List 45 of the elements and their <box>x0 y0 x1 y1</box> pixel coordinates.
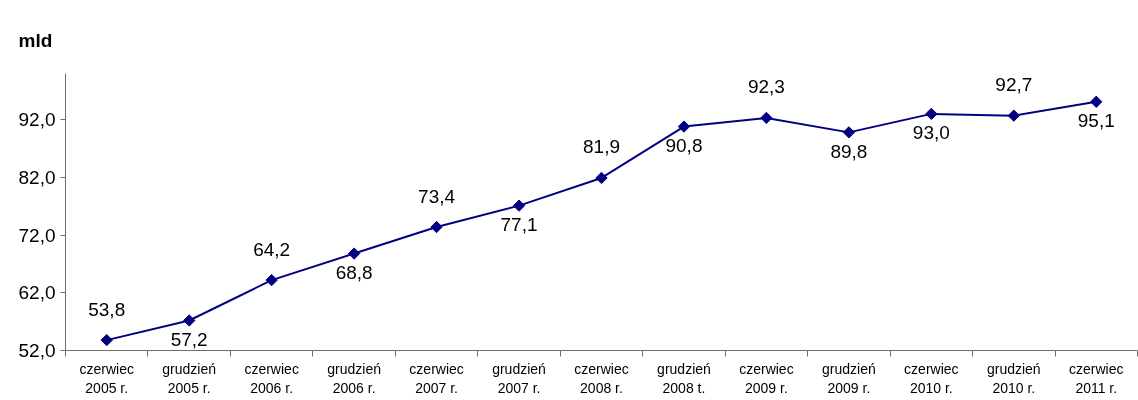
x-tick-label: czerwiec 2007 r. <box>409 360 464 396</box>
point <box>183 314 196 327</box>
y-tick-label: 72,0 <box>18 224 56 246</box>
data-label: 90,8 <box>665 135 703 157</box>
x-tick-label: grudzień 2005 r. <box>162 360 217 396</box>
data-label: 57,2 <box>170 328 208 350</box>
x-tick-label: czerwiec 2011 r. <box>1069 360 1124 396</box>
point <box>842 126 856 139</box>
x-tick-label: grudzień 2009 r. <box>822 360 876 396</box>
data-label: 77,1 <box>500 214 538 236</box>
y-tick-label: 52,0 <box>18 340 56 361</box>
data-label: 81,9 <box>583 136 620 158</box>
point <box>760 111 773 125</box>
x-tick-label: grudzień 2008 t. <box>657 360 711 396</box>
x-tick-label: grudzień 2006 r. <box>327 360 381 396</box>
data-label: 95,1 <box>1077 110 1115 132</box>
point <box>265 273 278 287</box>
y-tick-label: 62,0 <box>18 282 56 304</box>
x-tick-label: czerwiec 2008 r. <box>574 360 629 396</box>
data-label: 68,8 <box>335 262 373 284</box>
point <box>512 199 526 212</box>
point <box>100 333 113 347</box>
data-label: 93,0 <box>912 122 950 144</box>
data-label: 73,4 <box>418 185 456 207</box>
y-tick-label: 82,0 <box>18 166 56 188</box>
data-label: 92,7 <box>995 74 1033 96</box>
point <box>595 171 608 185</box>
point <box>677 120 691 133</box>
y-tick-label: 92,0 <box>18 109 56 131</box>
chart-title: mld <box>18 30 53 51</box>
point <box>925 107 938 121</box>
point <box>430 220 443 234</box>
data-label: 92,3 <box>747 76 785 98</box>
data-label: 53,8 <box>88 298 126 320</box>
data-label: 64,2 <box>253 238 291 260</box>
x-tick-label: grudzień 2010 r. <box>986 360 1041 396</box>
x-tick-label: czerwiec 2010 r. <box>904 360 959 396</box>
point <box>1007 109 1020 122</box>
data-label: 89,8 <box>830 140 868 162</box>
x-tick-label: czerwiec 2005 r. <box>79 360 134 396</box>
x-tick-label: czerwiec 2009 r. <box>739 360 794 396</box>
x-tick-label: grudzień 2007 r. <box>492 360 546 396</box>
x-tick-label: czerwiec 2006 r. <box>244 360 299 396</box>
point <box>1090 95 1103 108</box>
point <box>347 247 361 260</box>
